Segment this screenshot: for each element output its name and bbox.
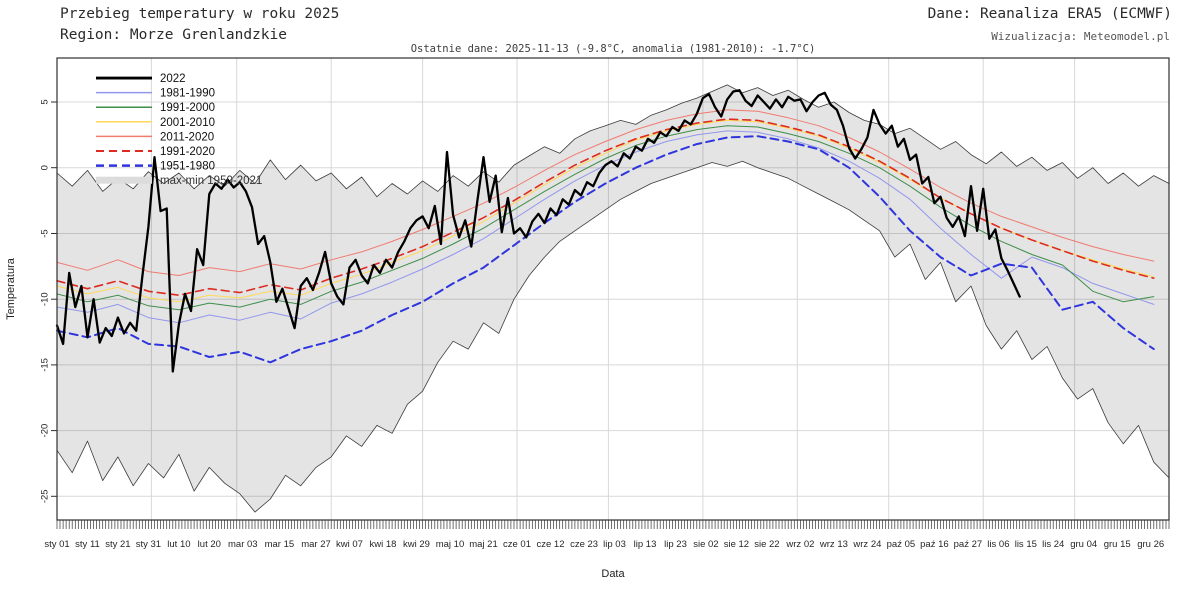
x-tick-label: maj 21 [469, 539, 498, 550]
x-tick-label: sty 31 [136, 539, 161, 550]
data-source-label: Dane: Reanaliza ERA5 (ECMWF) [927, 6, 1172, 22]
y-tick-label: 5 [40, 99, 51, 104]
x-tick-label: kwi 07 [336, 539, 363, 550]
legend-label-2011-2020: 2011-2020 [160, 131, 214, 143]
x-tick-label: mar 15 [265, 539, 295, 550]
x-tick-label: lis 06 [987, 539, 1009, 550]
last-data-annotation: Ostatnie dane: 2025-11-13 (-9.8°C, anoma… [410, 43, 816, 55]
legend-label-1991-2000: 1991-2000 [160, 102, 215, 114]
y-tick-label: -10 [40, 292, 51, 306]
region-subtitle: Region: Morze Grenlandzkie [60, 27, 287, 43]
x-tick-label: wrz 02 [785, 539, 814, 550]
legend-label-2022: 2022 [160, 73, 186, 85]
x-axis-daily-ticks [56, 520, 1170, 529]
series-line-2022 [55, 89, 1021, 373]
x-tick-label: sty 11 [75, 539, 100, 550]
page-title: Przebieg temperatury w roku 2025 [60, 6, 340, 22]
legend-label-1991-2020: 1991-2020 [160, 146, 215, 158]
series-line-1991-2020 [56, 118, 1155, 297]
series-line-1951-1980 [56, 135, 1155, 364]
x-tick-label: mar 03 [228, 539, 258, 550]
legend-label-2001-2010: 2001-2010 [160, 117, 215, 129]
x-tick-label: cze 12 [537, 539, 565, 550]
x-tick-label: sty 01 [44, 539, 69, 550]
x-tick-label: lip 03 [603, 539, 626, 550]
legend-label-1981-1990: 1981-1990 [160, 88, 215, 100]
series-line-2011-2020 [56, 109, 1155, 276]
gridlines [57, 58, 1169, 520]
x-tick-label: lut 20 [198, 539, 221, 550]
x-tick-label: mar 27 [301, 539, 331, 550]
band-min-outline [56, 160, 1170, 513]
y-tick-label: -5 [40, 229, 51, 237]
x-tick-label: lut 10 [167, 539, 190, 550]
band-max-min-1950-2021 [57, 84, 1169, 513]
legend-label-1951-1980: 1951-1980 [160, 161, 215, 173]
x-tick-label: gru 04 [1070, 539, 1097, 550]
x-tick-label: paź 16 [920, 539, 949, 550]
x-tick-label: sie 02 [693, 539, 718, 550]
x-tick-label: kwi 18 [370, 539, 397, 550]
y-tick-label: -20 [40, 424, 51, 438]
x-tick-label: cze 23 [570, 539, 598, 550]
band-max-outline [56, 84, 1170, 198]
y-axis-ticks: 5 0 -5 -10 -15 -20 -25 [40, 99, 57, 503]
legend: 2022 1981-1990 1991-2000 2001-2010 2011-2020… [96, 73, 262, 187]
x-tick-label: lip 13 [634, 539, 657, 550]
x-tick-label: lis 24 [1042, 539, 1064, 550]
y-tick-label: -15 [40, 358, 51, 372]
plot-border [56, 57, 1170, 521]
x-axis-label: Data [601, 568, 625, 580]
x-tick-label: paź 05 [887, 539, 916, 550]
x-tick-label: kwi 29 [403, 539, 430, 550]
x-tick-label: sty 21 [105, 539, 130, 550]
x-tick-label: maj 10 [436, 539, 465, 550]
x-tick-label: lis 15 [1015, 539, 1037, 550]
x-tick-label: cze 01 [503, 539, 531, 550]
legend-label-band: max-min 1950-2021 [160, 175, 262, 187]
legend-swatch-band [96, 176, 152, 184]
x-tick-label: wrz 13 [819, 539, 848, 550]
x-tick-label: lip 23 [664, 539, 687, 550]
visualization-credit: Wizualizacja: Meteomodel.pl [991, 30, 1170, 43]
x-tick-label: wrz 24 [852, 539, 881, 550]
y-axis-label: Temperatura [5, 258, 17, 320]
series-line-1991-2000 [56, 125, 1155, 311]
y-tick-label: 0 [40, 165, 51, 170]
x-tick-label: gru 15 [1104, 539, 1131, 550]
x-axis-tick-labels: sty 01 sty 11 sty 21 sty 31 lut 10 lut 20 mar … [44, 539, 1164, 550]
x-tick-label: sie 22 [754, 539, 779, 550]
y-tick-label: -25 [40, 489, 51, 503]
x-tick-label: sie 12 [724, 539, 749, 550]
x-tick-label: gru 26 [1137, 539, 1164, 550]
x-tick-label: paź 27 [954, 539, 983, 550]
